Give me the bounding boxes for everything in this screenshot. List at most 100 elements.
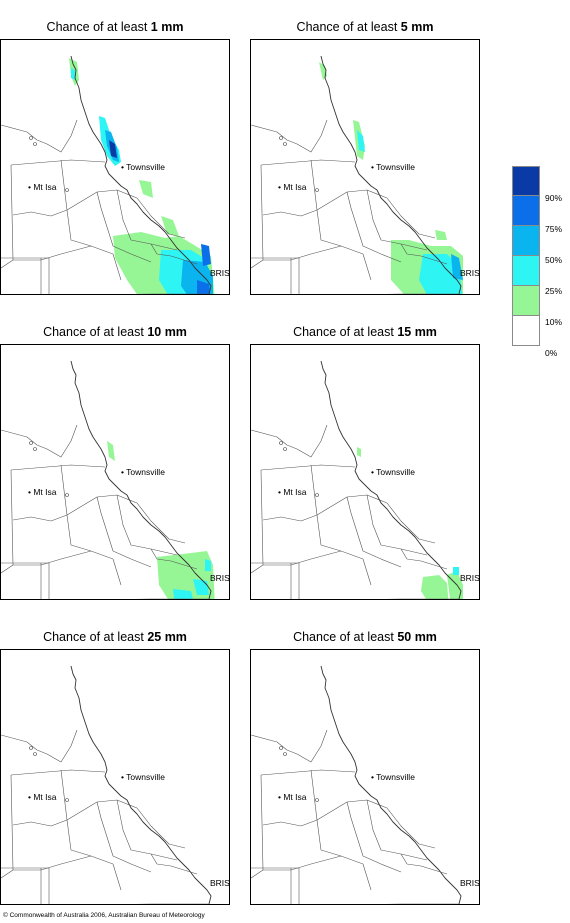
island-outline [65,188,69,192]
district-boundary [346,496,402,568]
district-boundary [251,424,328,458]
district-boundary [60,159,122,281]
district-boundary [263,245,342,261]
island-outline [283,752,287,756]
region-box [1,257,50,294]
rainfall-probability-area [197,280,211,294]
place-label-brisbane: BRIS [210,878,230,888]
island-outline [279,136,283,140]
queensland-map [251,55,463,294]
district-boundary [251,774,264,879]
rainfall-probability-area [435,230,447,240]
island-outline [29,441,33,445]
region-box [1,562,50,599]
district-boundary [290,868,292,904]
district-boundary [96,496,152,568]
region-box [251,562,300,599]
district-boundary [136,197,186,239]
rainfall-probability-area [451,254,463,280]
place-label-brisbane: BRIS [460,573,480,583]
district-boundary [150,243,198,265]
district-boundary [366,494,428,556]
district-boundary [66,494,138,516]
place-label-townsville: • Townsville [121,162,165,172]
district-boundary [310,464,372,586]
district-boundary [385,293,459,294]
district-boundary [346,191,402,263]
rainfall-probability-area [71,68,75,80]
place-label-brisbane: BRIS [460,878,480,888]
place-label-mt-isa: • Mt Isa [28,182,57,192]
district-boundary [150,853,198,875]
district-boundary [262,514,318,522]
place-label-brisbane: BRIS [460,268,480,278]
region-box [251,867,300,904]
place-label-townsville: • Townsville [371,162,415,172]
island-outline [279,746,283,750]
coastline [320,360,462,599]
island-outline [33,142,37,146]
district-boundary [1,119,78,153]
district-boundary [386,502,436,544]
rainfall-probability-area [201,244,211,266]
district-boundary [66,189,138,211]
district-boundary [316,494,388,516]
island-outline [283,447,287,451]
queensland-map [1,55,215,294]
legend-swatch-90 [512,166,540,196]
district-boundary [386,807,436,849]
rainfall-probability-area [421,575,449,599]
district-boundary [1,164,14,269]
district-boundary [66,799,138,821]
rainfall-probability-area [453,567,459,575]
forecast-map-10mm: • Mt Isa • Townsville BRIS [0,344,230,600]
district-boundary [1,729,78,763]
district-boundary [13,245,92,261]
district-boundary [251,119,328,153]
place-label-mt-isa: • Mt Isa [278,792,307,802]
district-boundary [386,197,436,239]
place-label-mt-isa: • Mt Isa [28,487,57,497]
district-boundary [136,502,186,544]
forecast-map-15mm: • Mt Isa • Townsville BRIS [250,344,480,600]
island-outline [283,142,287,146]
district-boundary [316,799,388,821]
place-label-mt-isa: • Mt Isa [278,182,307,192]
district-boundary [385,903,459,904]
island-outline [65,493,69,497]
district-boundary [260,769,356,776]
district-boundary [385,598,459,599]
legend-swatch-25 [512,256,540,286]
district-boundary [366,189,428,251]
district-boundary [10,464,106,471]
coastline [320,665,462,904]
district-boundary [116,799,178,861]
rainfall-probability-area [447,571,463,599]
region-box [251,257,300,294]
district-boundary [150,548,198,570]
island-outline [315,188,319,192]
panel-title-50mm: Chance of at least 50 mm [293,630,437,644]
place-label-mt-isa: • Mt Isa [278,487,307,497]
forecast-map-25mm: • Mt Isa • Townsville BRIS [0,649,230,905]
rainfall-probability-area [139,180,153,198]
district-boundary [10,769,106,776]
probability-legend [512,166,540,346]
district-boundary [310,769,372,891]
district-boundary [251,164,264,269]
district-boundary [60,464,122,586]
coastline [70,360,212,599]
district-boundary [400,853,448,875]
coastline [70,55,212,294]
legend-label-0: 0% [545,348,558,358]
district-boundary [12,209,68,217]
district-boundary [1,774,14,879]
queensland-map [1,360,215,599]
region-box [1,867,50,904]
district-boundary [10,159,106,166]
legend-swatch-0 [512,316,540,346]
legend-swatch-75 [512,196,540,226]
district-boundary [135,598,209,599]
legend-label-50: 50% [545,255,563,265]
district-boundary [316,189,388,211]
